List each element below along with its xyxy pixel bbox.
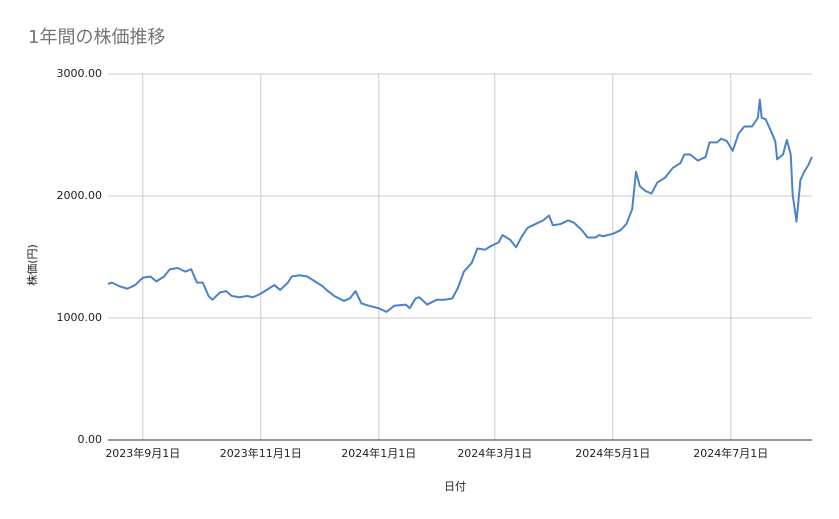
x-tick-label: 2024年3月1日 (457, 446, 532, 460)
x-tick-label: 2024年7月1日 (693, 446, 768, 460)
y-tick-label: 1000.00 (57, 311, 103, 324)
x-axis-label: 日付 (444, 480, 466, 493)
x-tick-label: 2023年11月1日 (220, 446, 302, 460)
chart-title: 1年間の株価推移 (28, 27, 165, 48)
y-tick-label: 2000.00 (57, 189, 103, 202)
x-tick-label: 2023年9月1日 (105, 446, 180, 460)
data-line (107, 98, 813, 313)
y-tick-label: 0.00 (78, 433, 103, 446)
x-tick-label: 2024年5月1日 (575, 446, 650, 460)
x-tick-label: 2024年1月1日 (341, 446, 416, 460)
y-axis-label: 株価(円) (25, 244, 39, 286)
y-tick-label: 3000.00 (57, 67, 103, 80)
